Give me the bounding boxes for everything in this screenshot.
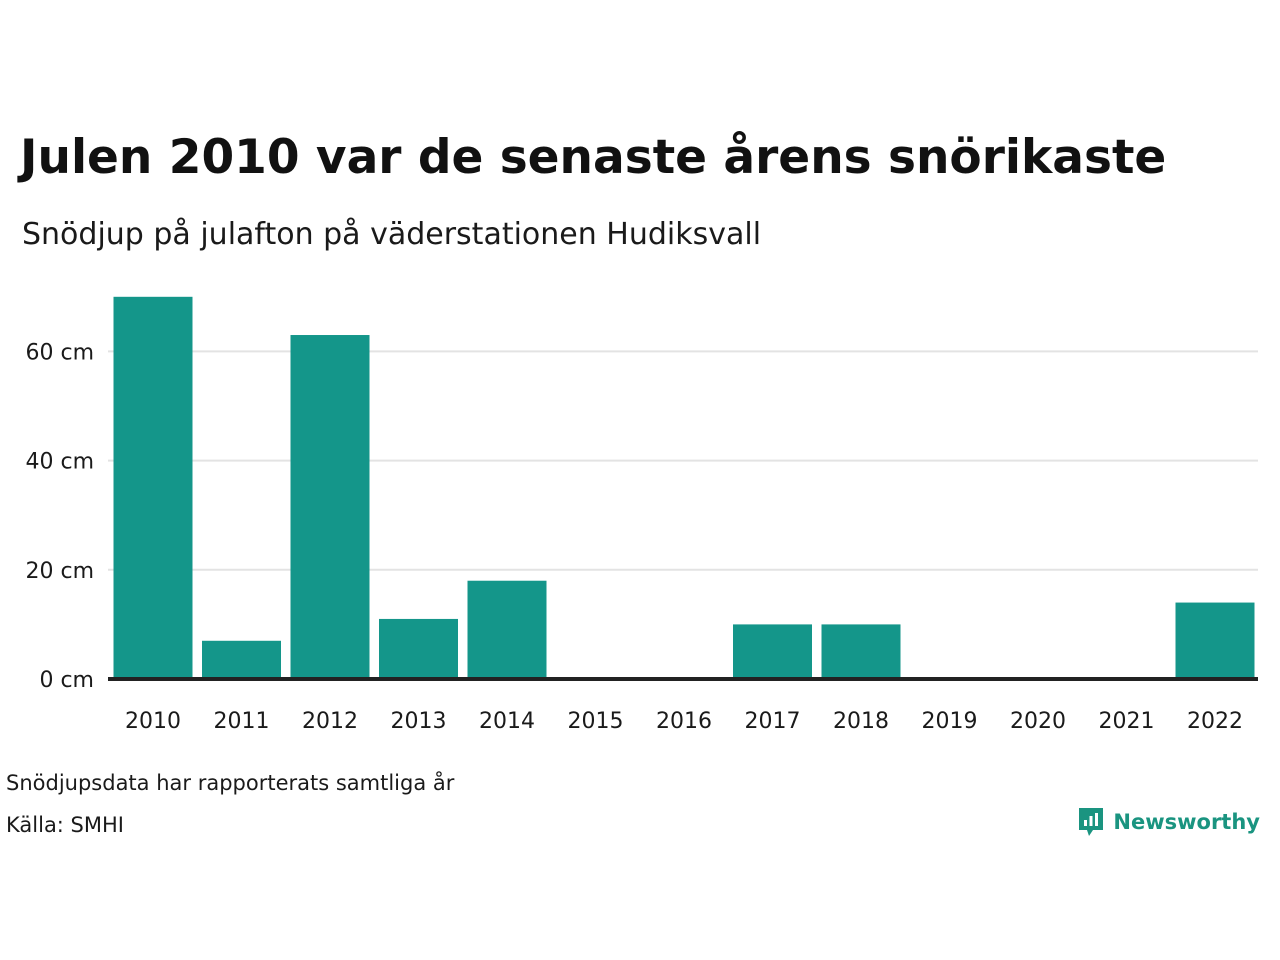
x-tick-label: 2017: [745, 709, 801, 734]
x-tick-label: 2019: [922, 709, 978, 734]
x-tick-label: 2015: [568, 709, 624, 734]
x-tick-label: 2022: [1187, 709, 1243, 734]
x-tick-label: 2018: [833, 709, 889, 734]
footnote: Snödjupsdata har rapporterats samtliga å…: [6, 771, 455, 795]
bar-2018: [821, 624, 901, 679]
x-tick-label: 2016: [656, 709, 712, 734]
bar-2022: [1175, 602, 1255, 679]
newsworthy-logo-icon: [1079, 808, 1104, 836]
brand-name: Newsworthy: [1113, 810, 1260, 834]
bar-chart: 0 cm 20 cm 40 cm 60 cm 2010 2011 2012 2013 2014…: [25, 296, 1258, 734]
bar-2011: [202, 640, 281, 679]
bars: [113, 296, 1255, 679]
grid-lines: [108, 350, 1258, 571]
y-tick-label: 20 cm: [25, 559, 94, 584]
y-tick-label: 60 cm: [25, 340, 94, 365]
chart-title: Julen 2010 var de senaste årens snörikas…: [20, 130, 1167, 185]
y-tick-label: 0 cm: [39, 668, 94, 693]
x-tick-label: 2020: [1010, 709, 1066, 734]
y-axis-ticks: 0 cm 20 cm 40 cm 60 cm: [25, 340, 94, 693]
bar-2014: [467, 580, 547, 679]
x-axis-ticks: 2010 2011 2012 2013 2014 2015 2016 2017 2018 2019…: [125, 709, 1243, 734]
brand-logo: Newsworthy: [1077, 806, 1260, 838]
bar-2017: [733, 624, 812, 679]
chart-subtitle: Snödjup på julafton på väderstationen Hu…: [22, 217, 762, 252]
x-tick-label: 2021: [1099, 709, 1155, 734]
x-tick-label: 2011: [214, 709, 270, 734]
bar-2010: [113, 296, 193, 679]
x-tick-label: 2013: [391, 709, 447, 734]
source-credit: Källa: SMHI: [6, 813, 124, 837]
bar-2012: [290, 335, 370, 679]
y-tick-label: 40 cm: [25, 450, 94, 475]
bar-2013: [379, 618, 458, 679]
x-tick-label: 2014: [479, 709, 535, 734]
x-tick-label: 2010: [125, 709, 181, 734]
x-tick-label: 2012: [302, 709, 358, 734]
